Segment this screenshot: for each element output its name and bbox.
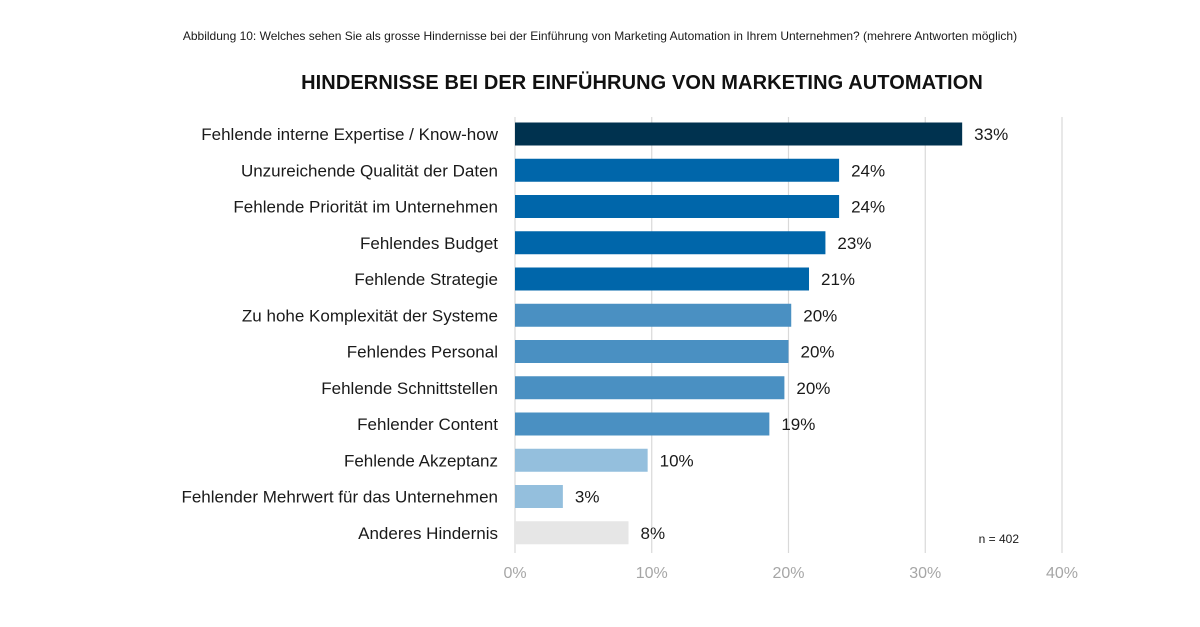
- value-label: 20%: [796, 379, 830, 398]
- category-label: Fehlendes Personal: [347, 343, 498, 362]
- value-label: 24%: [851, 198, 885, 217]
- category-labels: Fehlende interne Expertise / Know-how Unz…: [181, 125, 498, 543]
- value-label: 19%: [781, 415, 815, 434]
- x-tick-label: 10%: [636, 565, 668, 582]
- bar: [515, 412, 770, 436]
- category-label: Fehlende Strategie: [354, 270, 498, 289]
- value-label: 20%: [803, 306, 837, 325]
- category-label: Unzureichende Qualität der Daten: [241, 161, 498, 180]
- bar: [515, 448, 648, 472]
- bar: [515, 485, 563, 508]
- value-label: 23%: [837, 234, 871, 253]
- value-labels: 33% 24% 24% 23% 21% 20% 20% 20% 19% 10% 3% 8%: [575, 125, 1008, 543]
- value-label: 24%: [851, 161, 885, 180]
- bars: [515, 122, 963, 545]
- bar: [515, 158, 840, 182]
- value-label: 20%: [801, 343, 835, 362]
- x-tick-label: 20%: [772, 565, 804, 582]
- value-label: 10%: [660, 451, 694, 470]
- x-tick-label: 30%: [909, 565, 941, 582]
- grid-lines: [514, 117, 1063, 553]
- category-label: Fehlendes Budget: [360, 234, 498, 253]
- x-axis-ticks: 0% 10% 20% 30% 40%: [503, 565, 1078, 582]
- bar: [515, 231, 826, 255]
- x-tick-label: 0%: [503, 565, 526, 582]
- category-label: Anderes Hindernis: [358, 524, 498, 543]
- category-label: Fehlender Mehrwert für das Unternehmen: [181, 488, 498, 507]
- bar: [515, 267, 810, 291]
- category-label: Zu hohe Komplexität der Systeme: [242, 306, 498, 325]
- category-label: Fehlende Schnittstellen: [321, 379, 498, 398]
- figure-caption: Abbildung 10: Welches sehen Sie als gros…: [182, 29, 1018, 43]
- bar: [515, 195, 840, 218]
- bar: [515, 376, 785, 400]
- bar: [515, 340, 789, 363]
- value-label: 8%: [641, 524, 666, 543]
- value-label: 3%: [575, 488, 600, 507]
- sample-size-note: n = 402: [979, 532, 1020, 546]
- value-label: 33%: [974, 125, 1008, 144]
- value-label: 21%: [821, 270, 855, 289]
- x-tick-label: 40%: [1046, 565, 1078, 582]
- category-label: Fehlende Akzeptanz: [344, 451, 498, 470]
- chart-title: HINDERNISSE BEI DER EINFÜHRUNG VON MARKE…: [301, 72, 983, 94]
- category-label: Fehlender Content: [357, 415, 498, 434]
- bar: [515, 521, 629, 545]
- bar: [515, 122, 963, 146]
- category-label: Fehlende Priorität im Unternehmen: [233, 198, 498, 217]
- category-label: Fehlende interne Expertise / Know-how: [201, 125, 498, 144]
- bar: [515, 303, 792, 327]
